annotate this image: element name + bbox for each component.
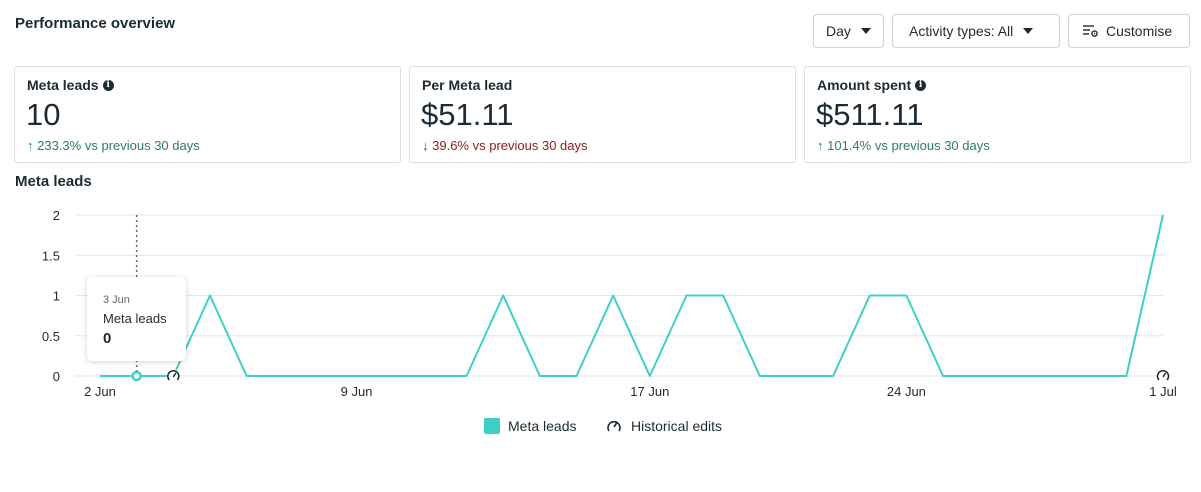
historical-edit-needle	[1162, 372, 1167, 378]
arrow-up-icon: ↑	[817, 138, 824, 153]
series-line-meta-leads	[100, 214, 1164, 377]
metric-delta: ↑ 233.3% vs previous 30 days	[27, 138, 200, 153]
metric-value: $511.11	[816, 97, 924, 132]
tooltip-value: 0	[103, 330, 112, 347]
metric-delta: ↑ 101.4% vs previous 30 days	[817, 138, 990, 153]
customise-button[interactable]: Customise	[1068, 14, 1190, 48]
y-tick-label: 0.5	[42, 329, 60, 344]
x-tick-label: 9 Jun	[341, 384, 373, 399]
activity-types-label: Activity types: All	[909, 23, 1014, 39]
customise-settings-icon	[1082, 24, 1099, 38]
legend-label: Meta leads	[508, 418, 577, 434]
metric-card-per-meta-lead[interactable]: Per Meta lead $51.11 ↓ 39.6% vs previous…	[409, 66, 796, 163]
chevron-down-icon	[1023, 28, 1034, 34]
metric-label: Per Meta lead	[422, 77, 512, 93]
chevron-down-icon	[860, 28, 871, 34]
page-title: Performance overview	[15, 15, 176, 32]
metric-label: Meta leads i	[27, 77, 114, 93]
metric-value: $51.11	[421, 97, 514, 132]
info-icon[interactable]: i	[102, 79, 114, 91]
metric-label: Amount spent i	[817, 77, 927, 93]
metric-card-meta-leads[interactable]: Meta leads i 10 ↑ 233.3% vs previous 30 …	[14, 66, 401, 163]
historical-edit-icon	[167, 369, 180, 381]
metric-delta-text: 233.3% vs previous 30 days	[37, 138, 200, 153]
day-dropdown[interactable]: Day	[813, 14, 884, 48]
y-tick-label: 1.5	[42, 248, 60, 263]
metric-label-text: Meta leads	[27, 77, 99, 93]
x-tick-label: 1 Jul	[1149, 384, 1177, 399]
day-dropdown-label: Day	[826, 23, 851, 39]
legend-swatch	[484, 418, 500, 434]
legend-label: Historical edits	[631, 418, 723, 434]
historical-edit-needle	[172, 372, 177, 378]
highlight-point	[131, 370, 142, 382]
y-tick-label: 1	[53, 289, 60, 304]
tooltip-date: 3 Jun	[103, 294, 130, 306]
arrow-down-icon: ↓	[422, 138, 429, 153]
metric-delta: ↓ 39.6% vs previous 30 days	[422, 138, 588, 153]
x-tick-label: 2 Jun	[84, 384, 116, 399]
metric-value: 10	[26, 97, 61, 132]
tooltip-label: Meta leads	[103, 311, 167, 326]
metric-delta-text: 39.6% vs previous 30 days	[432, 138, 588, 153]
activity-types-dropdown[interactable]: Activity types: All	[892, 14, 1060, 48]
y-tick-label: 0	[53, 369, 60, 384]
metric-label-text: Per Meta lead	[422, 77, 513, 93]
metric-delta-text: 101.4% vs previous 30 days	[827, 138, 990, 153]
metric-label-text: Amount spent	[817, 77, 912, 93]
legend-item-meta-leads[interactable]: Meta leads	[484, 418, 576, 434]
historical-edits-icon	[606, 418, 622, 434]
chart-tooltip: 3 Jun Meta leads 0	[87, 277, 186, 361]
chart-title: Meta leads	[15, 173, 92, 190]
metric-card-amount-spent[interactable]: Amount spent i $511.11 ↑ 101.4% vs previ…	[804, 66, 1191, 163]
y-tick-label: 2	[53, 208, 60, 223]
customise-label: Customise	[1106, 23, 1173, 39]
x-tick-label: 24 Jun	[887, 384, 926, 399]
x-tick-label: 17 Jun	[630, 384, 669, 399]
legend-item-historical-edits[interactable]: Historical edits	[606, 418, 722, 434]
historical-edit-icon	[1156, 369, 1170, 381]
arrow-up-icon: ↑	[27, 138, 34, 153]
info-icon[interactable]: i	[915, 79, 927, 91]
